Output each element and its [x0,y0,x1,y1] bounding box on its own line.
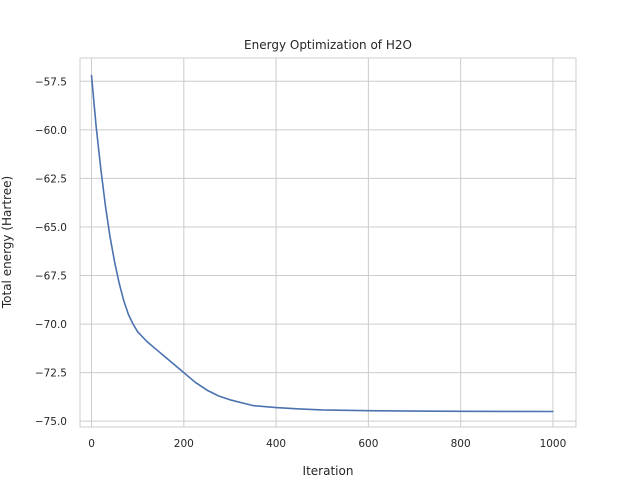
x-tick-label: 1000 [540,438,567,450]
plot-area [80,58,576,427]
x-tick-labels: 0 200 400 600 800 1000 [88,438,566,450]
series-line [90,74,554,413]
y-tick-label: −72.5 [35,368,67,380]
y-tick-label: −70.0 [35,319,67,331]
x-axis-label: Iteration [303,464,354,478]
y-tick-label: −60.0 [35,125,67,137]
chart-title: Energy Optimization of H2O [244,38,412,52]
y-tick-label: −65.0 [35,222,67,234]
grid [80,58,576,427]
y-tick-labels: −57.5 −60.0 −62.5 −65.0 −67.5 −70.0 −72.5 −75.0 [35,76,67,428]
y-tick-label: −67.5 [35,271,67,283]
y-tick-label: −75.0 [35,416,67,428]
x-tick-label: 200 [174,438,194,450]
x-tick-label: 600 [358,438,378,450]
y-tick-label: −57.5 [35,76,67,88]
x-tick-label: 800 [451,438,471,450]
series-layer [90,74,554,413]
y-tick-label: −62.5 [35,173,67,185]
x-tick-label: 0 [88,438,95,450]
y-axis-label: Total energy (Hartree) [0,176,14,309]
x-tick-label: 400 [266,438,286,450]
plot-frame [79,57,577,428]
